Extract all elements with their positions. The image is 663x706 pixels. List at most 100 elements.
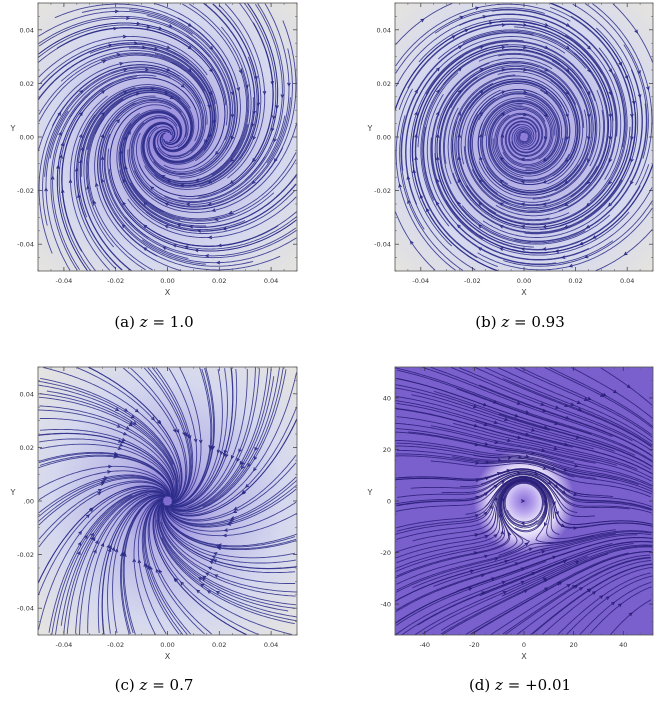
streamline xyxy=(447,107,623,234)
streamline xyxy=(460,82,567,174)
streamline xyxy=(541,566,653,635)
streamline xyxy=(439,76,586,244)
flow-arrow xyxy=(223,449,228,455)
flow-arrow xyxy=(162,246,167,251)
streamline xyxy=(44,67,205,177)
streamline xyxy=(56,74,157,271)
streamline xyxy=(221,3,279,193)
streamline xyxy=(38,452,172,499)
streamline xyxy=(395,7,545,74)
streamline xyxy=(396,416,617,466)
streamline xyxy=(500,20,617,212)
flow-arrow xyxy=(195,178,200,182)
streamline xyxy=(395,468,614,498)
flow-arrow xyxy=(164,91,169,95)
streamline xyxy=(395,387,615,452)
flow-arrow xyxy=(230,455,235,460)
y-tick-label: 0.02 xyxy=(377,80,391,88)
flow-arrow xyxy=(474,514,480,518)
flow-arrow xyxy=(236,457,240,463)
flow-arrow xyxy=(230,157,235,163)
streamline xyxy=(81,88,194,177)
streamline xyxy=(486,53,590,194)
streamline xyxy=(123,496,164,635)
flow-arrow xyxy=(553,446,559,451)
streamline xyxy=(462,30,609,198)
flow-arrow xyxy=(630,113,634,119)
streamline xyxy=(469,89,605,207)
flow-arrow xyxy=(551,466,557,471)
flow-arrow xyxy=(115,407,120,412)
streamline xyxy=(38,54,186,122)
streamline xyxy=(485,367,653,446)
streamline xyxy=(38,477,170,526)
flow-arrow xyxy=(228,210,233,215)
streamline xyxy=(158,502,296,597)
streamline xyxy=(491,108,547,179)
flow-arrow xyxy=(565,158,569,163)
flow-arrow xyxy=(233,506,238,511)
flow-arrow xyxy=(262,90,267,96)
flow-arrow xyxy=(555,405,560,409)
panel-background xyxy=(38,367,297,635)
flow-arrow xyxy=(211,208,216,212)
streamline xyxy=(396,442,639,486)
flow-arrow xyxy=(253,467,257,472)
flow-arrow xyxy=(409,240,414,245)
flow-arrow xyxy=(169,95,175,99)
streamline xyxy=(484,102,551,161)
flow-arrow xyxy=(214,217,219,222)
streamline xyxy=(430,460,652,498)
streamline xyxy=(38,384,174,465)
flow-arrow xyxy=(130,414,135,419)
streamline xyxy=(244,3,283,181)
flow-arrow xyxy=(555,511,559,516)
streamline xyxy=(38,476,170,522)
streamline xyxy=(107,495,165,634)
flow-arrow xyxy=(58,131,62,136)
flow-arrow xyxy=(90,536,94,541)
flow-arrow xyxy=(608,68,612,73)
flow-arrow xyxy=(97,491,102,496)
x-tick-label: -0.02 xyxy=(464,277,481,285)
flow-arrow xyxy=(194,248,199,253)
streamline xyxy=(169,368,248,509)
streamline xyxy=(119,143,297,228)
streamline xyxy=(130,367,188,504)
flow-arrow xyxy=(119,443,124,447)
flow-arrow xyxy=(251,180,256,185)
flow-arrow xyxy=(280,94,285,99)
streamline xyxy=(468,44,598,200)
streamline xyxy=(38,46,216,151)
flow-arrow xyxy=(483,511,488,516)
streamline xyxy=(459,78,571,177)
flow-arrow xyxy=(501,90,506,95)
flow-arrow xyxy=(473,404,478,408)
streamline xyxy=(113,192,297,252)
streamline xyxy=(452,422,653,479)
streamline xyxy=(549,367,653,427)
streamline xyxy=(38,455,172,497)
flow-arrow xyxy=(563,468,568,472)
flow-arrow xyxy=(222,226,227,231)
streamline xyxy=(503,200,653,267)
flow-arrow xyxy=(114,9,120,14)
flow-arrow xyxy=(586,91,591,96)
flow-arrow xyxy=(565,415,570,420)
flow-arrow xyxy=(523,67,528,72)
flow-arrow xyxy=(531,451,536,455)
streamline xyxy=(168,368,260,510)
flow-arrow xyxy=(155,568,160,573)
x-tick-label: 0.02 xyxy=(212,641,226,649)
flow-arrow xyxy=(586,113,591,119)
streamline xyxy=(45,110,71,271)
streamline xyxy=(612,3,653,63)
x-tick-label: 0.04 xyxy=(264,641,278,649)
streamline xyxy=(507,163,653,254)
streamline xyxy=(441,553,609,635)
streamline xyxy=(396,534,638,611)
flow-arrow xyxy=(142,247,148,251)
streamlines xyxy=(38,367,297,635)
streamline xyxy=(170,368,238,508)
flow-arrow xyxy=(475,6,480,11)
